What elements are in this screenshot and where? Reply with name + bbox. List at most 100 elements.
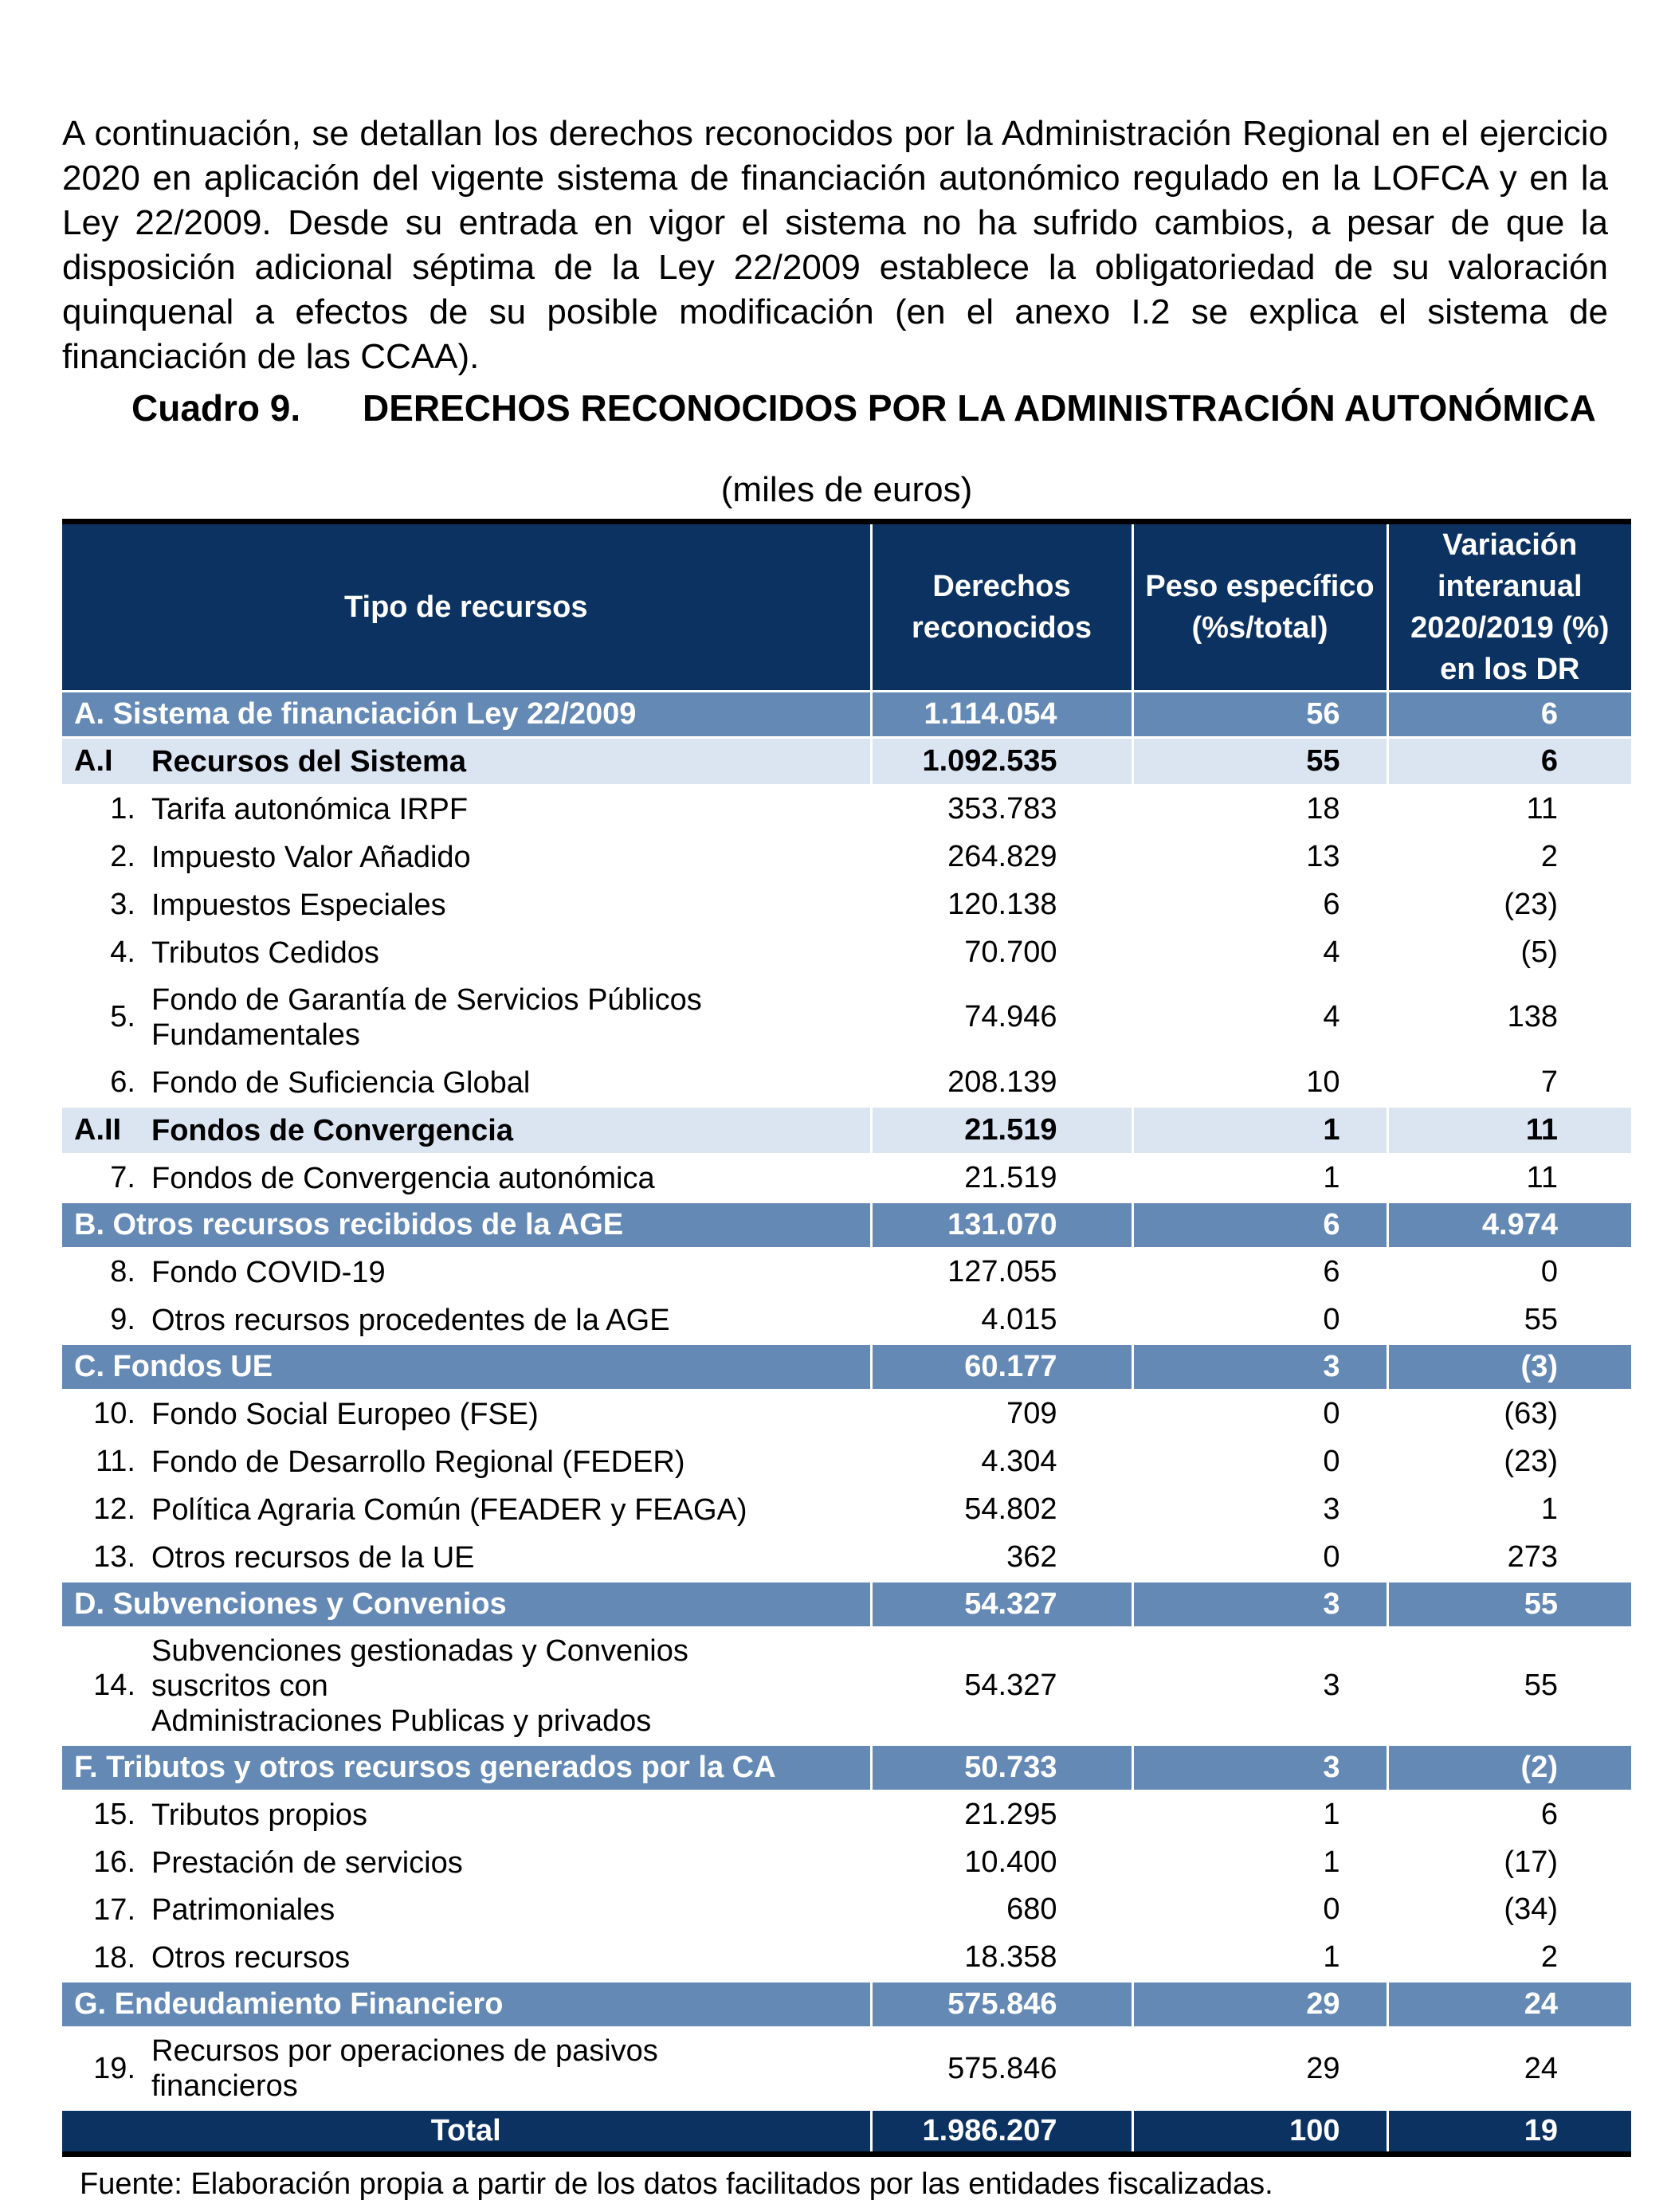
cell-derechos-reconocidos: 21.519 bbox=[869, 1152, 1132, 1202]
row-label: Fondos de Convergencia bbox=[151, 1113, 513, 1147]
cell-peso-especifico: 1 bbox=[1131, 1837, 1387, 1886]
cell-peso-especifico: 13 bbox=[1131, 831, 1387, 881]
row-label-cell: 11. Fondo de Desarrollo Regional (FEDER) bbox=[62, 1436, 871, 1486]
table-row: 12. Política Agraria Común (FEADER y FEAG… bbox=[62, 1484, 1631, 1534]
row-label: Fondo COVID-19 bbox=[151, 1255, 386, 1289]
table-row: 14. Subvenciones gestionadas y Convenios … bbox=[62, 1626, 1631, 1745]
cell-peso-especifico: 3 bbox=[1131, 1342, 1387, 1390]
row-number: 10. bbox=[93, 1397, 135, 1431]
cell-variacion-interanual: 0 bbox=[1386, 1246, 1631, 1296]
row-label-cell: 12. Política Agraria Común (FEADER y FEAG… bbox=[62, 1484, 871, 1534]
row-label-cell: 15. Tributos propios bbox=[62, 1789, 871, 1839]
table-row: 4. Tributos Cedidos 70.700 4 (5) bbox=[62, 927, 1631, 977]
derechos-reconocidos-table: Tipo de recursos Derechos reconocidos Pe… bbox=[62, 519, 1631, 2158]
source-note: Fuente: Elaboración propia a partir de l… bbox=[80, 2167, 1273, 2202]
table-row: 6. Fondo de Suficiencia Global 208.139 10 7 bbox=[62, 1057, 1631, 1107]
row-number: 9. bbox=[110, 1303, 135, 1337]
row-label-cell: A.I Recursos del Sistema bbox=[62, 736, 871, 786]
row-label: Recursos del Sistema bbox=[151, 744, 466, 779]
table-row: 11. Fondo de Desarrollo Regional (FEDER) 4… bbox=[62, 1436, 1631, 1486]
cell-variacion-interanual: 6 bbox=[1386, 736, 1631, 786]
cell-derechos-reconocidos: 74.946 bbox=[869, 975, 1132, 1059]
row-number: 1. bbox=[110, 792, 135, 826]
row-label-cell: 16. Prestación de servicios bbox=[62, 1837, 871, 1886]
cell-peso-especifico: 3 bbox=[1131, 1743, 1387, 1791]
cell-derechos-reconocidos: 120.138 bbox=[869, 879, 1132, 929]
cell-variacion-interanual: 11 bbox=[1386, 783, 1631, 833]
row-label-cell: 8. Fondo COVID-19 bbox=[62, 1246, 871, 1296]
row-label: Política Agraria Común (FEADER y FEAGA) bbox=[151, 1492, 747, 1527]
cell-derechos-reconocidos: 1.986.207 bbox=[869, 2108, 1132, 2155]
row-label: Otros recursos bbox=[151, 1941, 351, 1975]
cell-peso-especifico: 6 bbox=[1131, 1246, 1387, 1296]
cell-peso-especifico: 0 bbox=[1131, 1532, 1387, 1582]
table-title: DERECHOS RECONOCIDOS POR LA ADMINISTRACI… bbox=[363, 387, 1596, 429]
column-header-variacion-interanual: Variación interanual 2020/2019 (%) en lo… bbox=[1386, 521, 1631, 692]
header-row: Tipo de recursos Derechos reconocidos Pe… bbox=[62, 521, 1631, 692]
table-row: F. Tributos y otros recursos generados p… bbox=[62, 1743, 1631, 1791]
cell-peso-especifico: 1 bbox=[1131, 1932, 1387, 1982]
row-number: A.I bbox=[74, 744, 113, 779]
row-label-cell: 17. Patrimoniales bbox=[62, 1885, 871, 1934]
table-header: Tipo de recursos Derechos reconocidos Pe… bbox=[62, 521, 1631, 692]
row-number: 17. bbox=[93, 1892, 135, 1927]
cell-variacion-interanual: 273 bbox=[1386, 1532, 1631, 1582]
table-row: A.I Recursos del Sistema 1.092.535 55 6 bbox=[62, 736, 1631, 786]
cell-derechos-reconocidos: 575.846 bbox=[869, 2026, 1132, 2110]
cell-peso-especifico: 0 bbox=[1131, 1388, 1387, 1438]
cell-variacion-interanual: 19 bbox=[1386, 2108, 1631, 2155]
table-row: G. Endeudamiento Financiero 575.846 29 24 bbox=[62, 1980, 1631, 2028]
cell-peso-especifico: 18 bbox=[1131, 783, 1387, 833]
table-row: D. Subvenciones y Convenios 54.327 3 55 bbox=[62, 1579, 1631, 1628]
table-row: 13. Otros recursos de la UE 362 0 273 bbox=[62, 1532, 1631, 1582]
row-label-cell: C. Fondos UE bbox=[62, 1342, 871, 1390]
cell-derechos-reconocidos: 127.055 bbox=[869, 1246, 1132, 1296]
row-label: Fondo de Garantía de Servicios Públicos … bbox=[151, 982, 702, 1052]
row-label-cell: 3. Impuestos Especiales bbox=[62, 879, 871, 929]
cell-derechos-reconocidos: 208.139 bbox=[869, 1057, 1132, 1107]
row-label: Impuesto Valor Añadido bbox=[151, 840, 471, 874]
row-label: Fondo Social Europeo (FSE) bbox=[151, 1397, 539, 1431]
row-number: 6. bbox=[110, 1065, 135, 1100]
row-number: A.II bbox=[74, 1113, 122, 1147]
cell-peso-especifico: 3 bbox=[1131, 1484, 1387, 1534]
table-row: 19. Recursos por operaciones de pasivos f… bbox=[62, 2026, 1631, 2110]
cell-derechos-reconocidos: 70.700 bbox=[869, 927, 1132, 977]
row-label-cell: 14. Subvenciones gestionadas y Convenios … bbox=[62, 1626, 871, 1745]
cell-variacion-interanual: 7 bbox=[1386, 1057, 1631, 1107]
row-number: 13. bbox=[93, 1540, 135, 1575]
cell-variacion-interanual: 2 bbox=[1386, 831, 1631, 881]
row-number: 19. bbox=[93, 2051, 135, 2085]
table-number-label: Cuadro 9. bbox=[131, 387, 301, 429]
cell-peso-especifico: 6 bbox=[1131, 879, 1387, 929]
cell-peso-especifico: 29 bbox=[1131, 1980, 1387, 2028]
row-number: 3. bbox=[110, 888, 135, 922]
row-label-cell: 1. Tarifa autonómica IRPF bbox=[62, 783, 871, 833]
cell-derechos-reconocidos: 54.327 bbox=[869, 1626, 1132, 1745]
row-label: Otros recursos de la UE bbox=[151, 1540, 475, 1575]
table-row: 5. Fondo de Garantía de Servicios Público… bbox=[62, 975, 1631, 1059]
table-row: C. Fondos UE 60.177 3 (3) bbox=[62, 1342, 1631, 1390]
cell-peso-especifico: 6 bbox=[1131, 1200, 1387, 1249]
row-label-cell: 2. Impuesto Valor Añadido bbox=[62, 831, 871, 881]
row-label: Fondos de Convergencia autonómica bbox=[151, 1161, 655, 1195]
row-label-cell: 7. Fondos de Convergencia autonómica bbox=[62, 1152, 871, 1202]
cell-peso-especifico: 1 bbox=[1131, 1104, 1387, 1155]
row-label-cell: 5. Fondo de Garantía de Servicios Público… bbox=[62, 975, 871, 1059]
row-number: 7. bbox=[110, 1161, 135, 1195]
table-row: B. Otros recursos recibidos de la AGE 131… bbox=[62, 1200, 1631, 1249]
cell-variacion-interanual: 6 bbox=[1386, 1789, 1631, 1839]
row-label-cell: A. Sistema de financiación Ley 22/2009 bbox=[62, 690, 871, 738]
row-number: 2. bbox=[110, 840, 135, 874]
cell-derechos-reconocidos: 4.304 bbox=[869, 1436, 1132, 1486]
row-label: Tarifa autonómica IRPF bbox=[151, 792, 469, 826]
column-header-derechos-reconocidos: Derechos reconocidos bbox=[869, 521, 1132, 692]
row-number: 14. bbox=[93, 1669, 135, 1703]
row-number: 16. bbox=[93, 1845, 135, 1879]
row-label: Patrimoniales bbox=[151, 1893, 335, 1928]
row-label: Impuestos Especiales bbox=[151, 888, 446, 922]
row-number: 4. bbox=[110, 935, 135, 970]
row-number: 15. bbox=[93, 1798, 135, 1832]
row-label: Tributos propios bbox=[151, 1798, 368, 1832]
row-label: Tributos Cedidos bbox=[151, 935, 379, 970]
